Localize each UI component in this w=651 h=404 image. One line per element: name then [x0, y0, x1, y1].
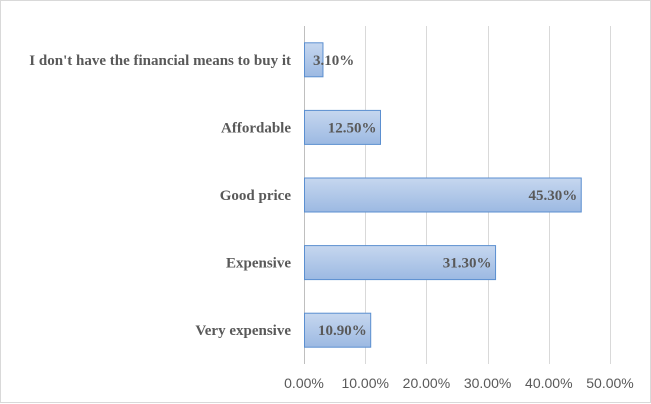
data-label: 31.30% — [443, 256, 492, 272]
x-tick-label: 50.00% — [586, 375, 633, 391]
category-label: I don't have the financial means to buy … — [29, 53, 291, 69]
category-labels: I don't have the financial means to buy … — [29, 53, 291, 339]
data-label: 10.90% — [318, 323, 367, 339]
data-label: 45.30% — [528, 188, 577, 204]
bar — [304, 177, 582, 213]
data-labels: 3.10% 12.50% 45.30% 31.30% 10.90% — [313, 53, 577, 339]
x-axis-tick-labels: 0.00% 10.00% 20.00% 30.00% 40.00% 50.00% — [284, 375, 634, 391]
category-label: Good price — [220, 188, 292, 204]
bar — [304, 109, 381, 145]
category-label: Affordable — [221, 120, 291, 136]
bar — [304, 245, 497, 281]
data-label: 12.50% — [328, 120, 377, 136]
x-tick-label: 0.00% — [284, 375, 324, 391]
category-label: Expensive — [226, 256, 291, 272]
x-tick-label: 30.00% — [464, 375, 511, 391]
x-tick-label: 10.00% — [341, 375, 388, 391]
bar — [304, 42, 324, 78]
category-label: Very expensive — [195, 323, 291, 339]
bar — [304, 312, 372, 348]
data-label: 3.10% — [313, 53, 354, 69]
x-tick-label: 20.00% — [403, 375, 450, 391]
x-tick-label: 40.00% — [525, 375, 572, 391]
bars — [304, 42, 582, 348]
